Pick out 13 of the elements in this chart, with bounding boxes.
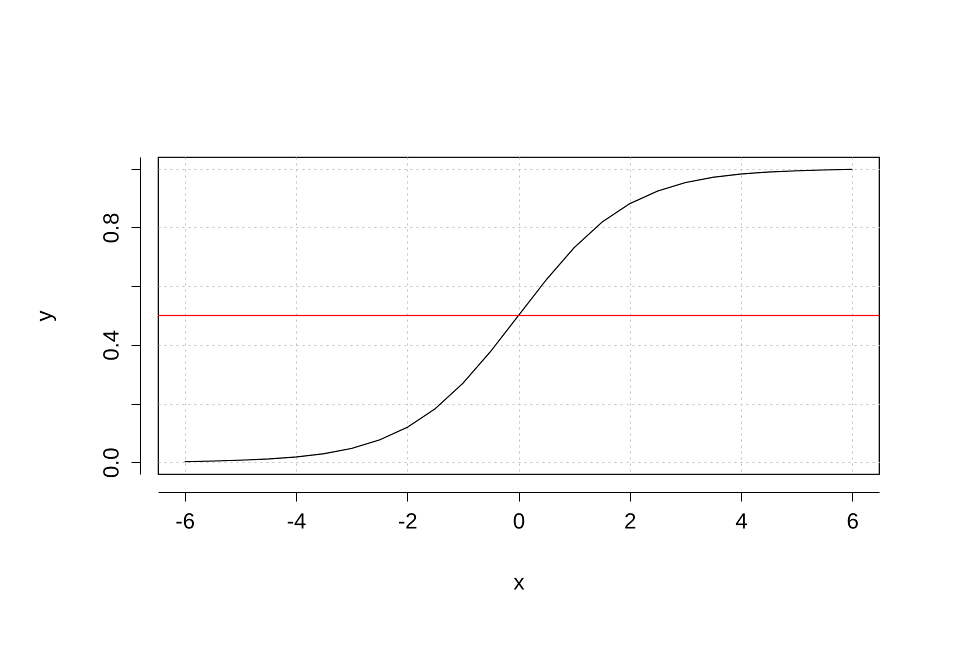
y-tick-label: 0.4 bbox=[98, 330, 124, 361]
y-tick-label: 0.8 bbox=[98, 212, 124, 244]
x-tick-label: 0 bbox=[512, 508, 526, 534]
x-tick-label: -2 bbox=[398, 508, 418, 534]
x-tick-label: -4 bbox=[286, 508, 306, 534]
y-tick-label: 0.0 bbox=[98, 447, 124, 478]
line-series bbox=[184, 168, 853, 462]
x-axis-title: x bbox=[514, 570, 524, 594]
x-tick-label: 2 bbox=[624, 508, 636, 534]
x-tick-label: 6 bbox=[846, 508, 859, 534]
x-tick-label: 4 bbox=[735, 508, 748, 534]
y-axis-title: y bbox=[32, 310, 56, 322]
x-tick-label: -6 bbox=[175, 508, 195, 534]
